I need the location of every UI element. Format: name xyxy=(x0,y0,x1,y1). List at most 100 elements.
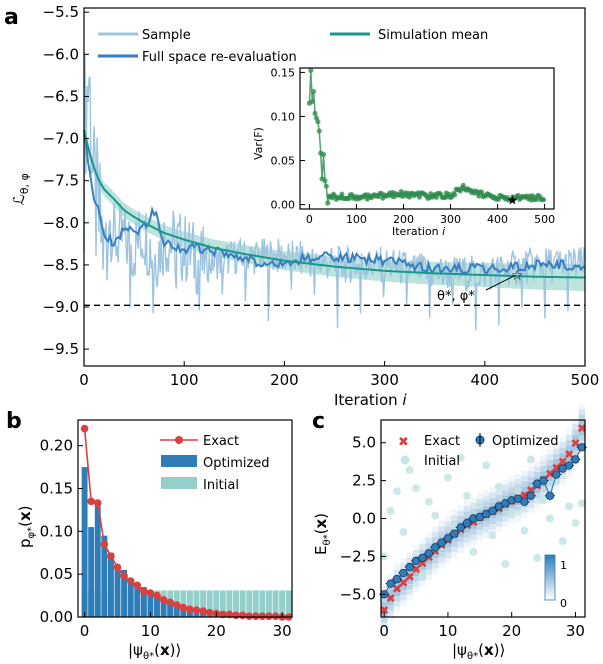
annotation-arrow xyxy=(485,275,515,291)
exact-point xyxy=(251,612,260,620)
exact-point xyxy=(172,601,181,609)
exact-point xyxy=(232,611,240,620)
heatmap-cell xyxy=(381,596,388,602)
heatmap-cell xyxy=(425,532,432,538)
heatmap-cell xyxy=(546,449,554,455)
initial-point xyxy=(545,514,554,523)
series-sample-line xyxy=(83,54,586,331)
inset-point xyxy=(478,189,485,195)
heatmap-cell xyxy=(483,527,490,533)
exact-point xyxy=(166,598,174,607)
bar-optimized xyxy=(154,593,160,617)
exact-point xyxy=(219,610,227,619)
panel-a-xtick-label: 100 xyxy=(170,371,199,389)
heatmap-cell xyxy=(502,521,509,528)
heatmap-cell xyxy=(412,576,420,582)
heatmap-cell xyxy=(514,510,522,516)
heatmap-cell xyxy=(495,510,503,516)
heatmap-cell xyxy=(476,530,483,536)
exact-marker: ✖ xyxy=(392,582,402,596)
inset-xtick-label: 200 xyxy=(393,213,414,226)
heatmap-cell xyxy=(572,429,579,435)
heatmap-cell xyxy=(419,565,426,571)
heatmap-cell xyxy=(432,537,439,543)
bar-optimized xyxy=(127,578,134,617)
legend-label-optimized-c: Optimized xyxy=(492,434,559,449)
bar-initial xyxy=(206,590,213,617)
panel-a-xtick-label: 200 xyxy=(270,371,299,389)
initial-point xyxy=(507,508,516,517)
heatmap-cell xyxy=(508,476,515,482)
heatmap-cell xyxy=(444,542,452,548)
heatmap-cell xyxy=(534,466,541,472)
bar-initial xyxy=(233,590,239,617)
heatmap-cell xyxy=(514,505,522,511)
heatmap-cell xyxy=(444,526,452,532)
heatmap-cell xyxy=(572,434,579,441)
heatmap-cell xyxy=(521,512,528,519)
legend-marker-exact-b xyxy=(175,436,183,444)
heatmap-cell xyxy=(578,409,585,415)
heatmap-cell xyxy=(476,519,483,525)
heatmap-cell xyxy=(444,515,452,522)
exact-point xyxy=(205,608,214,617)
optimized-point xyxy=(520,497,529,507)
initial-point xyxy=(488,531,497,540)
inset-ytick-label: 0.15 xyxy=(271,66,296,79)
heatmap-cell xyxy=(502,479,509,485)
heatmap-cell xyxy=(489,497,496,503)
heatmap-cell xyxy=(381,585,388,591)
heatmap-cell xyxy=(540,455,547,461)
panel-a: ☆ 0 100 200 300 400 500 −5.5 −6.0 −6.5 −7.0 −7.5 −8… xyxy=(10,3,599,409)
panel-b-ylabel: pφ*(x) xyxy=(16,505,37,548)
panel-c-xtick-label: 0 xyxy=(379,622,389,640)
optimized-point xyxy=(430,543,440,552)
panel-c-ylabel: Eθ*(x) xyxy=(312,513,333,555)
heatmap-cell xyxy=(470,503,477,509)
heatmap-cell xyxy=(381,617,388,623)
optimized-point xyxy=(450,529,459,538)
heatmap-cell xyxy=(502,511,509,517)
exact-point xyxy=(93,499,102,507)
optimized-point xyxy=(443,534,453,543)
initial-point xyxy=(533,553,542,562)
panel-a-ylabel: ℒθ, φ xyxy=(10,173,31,205)
heatmap-cell xyxy=(521,507,528,513)
heatmap-cell xyxy=(553,464,560,470)
heatmap-cell xyxy=(451,552,458,558)
panel-c-xlabel: |ψθ*(x)⟩ xyxy=(452,641,505,662)
heatmap-cell xyxy=(559,474,566,480)
heatmap-cell xyxy=(553,453,560,459)
panel-label-a: a xyxy=(4,5,19,30)
panel-a-xtick-label: 0 xyxy=(79,371,89,389)
exact-point xyxy=(140,587,148,596)
initial-point xyxy=(405,466,414,475)
heatmap-cell xyxy=(527,476,534,482)
heatmap-cell xyxy=(572,450,579,456)
optimized-point xyxy=(405,562,414,572)
heatmap-cell xyxy=(565,429,573,435)
heatmap-cell xyxy=(546,470,554,476)
optimized-point xyxy=(526,491,536,500)
heatmap-cell xyxy=(489,503,496,509)
inset-point xyxy=(325,200,331,206)
heatmap-cell xyxy=(470,534,477,541)
bar-initial xyxy=(180,590,187,617)
panel-b-xtick-label: 20 xyxy=(207,622,226,640)
heatmap-cell xyxy=(546,481,554,487)
heatmap-cell xyxy=(463,537,471,544)
heatmap-cell xyxy=(527,497,534,503)
heatmap-cell xyxy=(572,445,579,451)
exact-point xyxy=(199,607,207,615)
bar-optimized xyxy=(147,591,154,617)
inset-point xyxy=(323,183,329,189)
optimized-point xyxy=(437,538,446,547)
exact-point xyxy=(265,612,273,620)
inset-point xyxy=(339,191,345,197)
optimized-point xyxy=(386,579,395,588)
heatmap-cell xyxy=(546,486,554,492)
optimized-point xyxy=(539,476,548,485)
heatmap-cell xyxy=(463,506,471,512)
initial-point xyxy=(571,519,580,528)
panel-c-xtick-label: 20 xyxy=(502,622,521,640)
